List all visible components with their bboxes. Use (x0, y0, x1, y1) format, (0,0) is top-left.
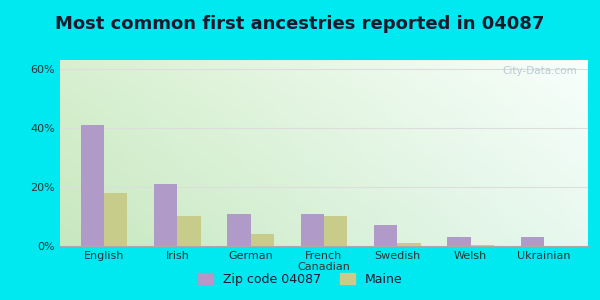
Bar (301, 214, 324, 246)
Bar (227, 214, 251, 246)
Bar (80, 125, 104, 246)
Bar (374, 225, 397, 246)
Bar (447, 237, 470, 246)
Bar (251, 234, 274, 246)
Bar (154, 184, 178, 246)
Bar (104, 193, 127, 246)
Bar (397, 243, 421, 246)
Bar (178, 217, 201, 246)
Text: Most common first ancestries reported in 04087: Most common first ancestries reported in… (55, 15, 545, 33)
Bar (521, 237, 544, 246)
Legend: Zip code 04087, Maine: Zip code 04087, Maine (193, 268, 407, 291)
Bar (470, 244, 494, 246)
Text: City-Data.com: City-Data.com (503, 66, 577, 76)
Bar (324, 217, 347, 246)
